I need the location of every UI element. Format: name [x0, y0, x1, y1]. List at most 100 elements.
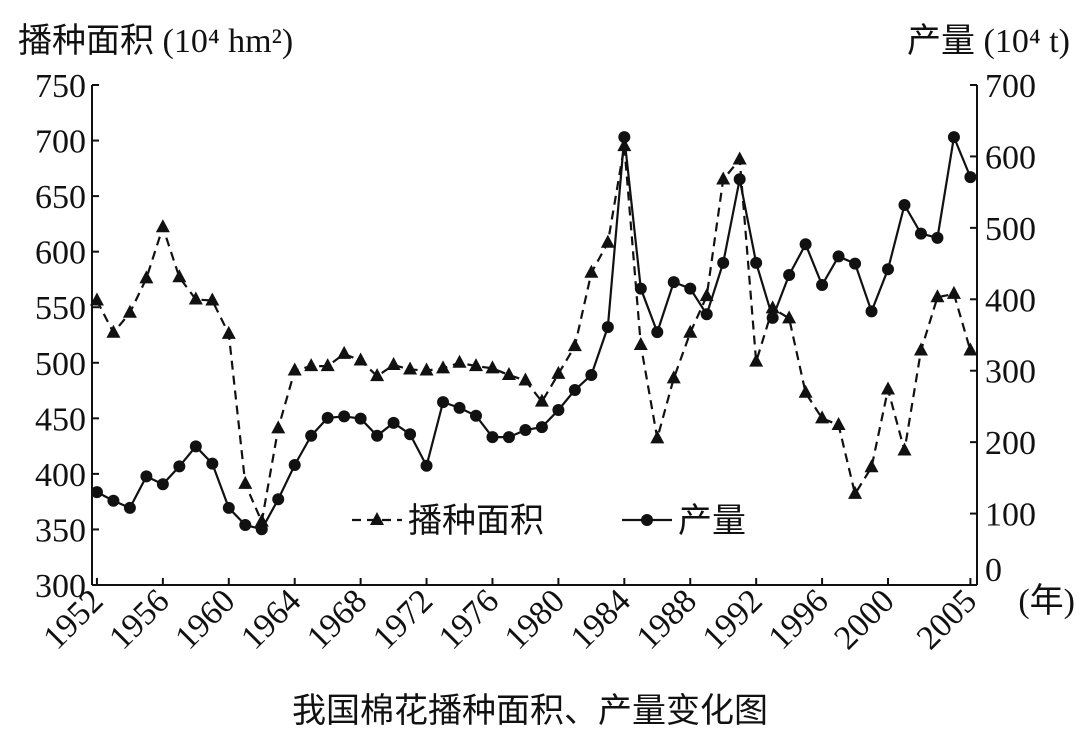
- circle-marker: [140, 470, 153, 483]
- triangle-marker: [271, 420, 286, 434]
- circle-marker: [651, 326, 664, 339]
- triangle-marker: [699, 288, 714, 302]
- triangle-marker: [600, 234, 615, 248]
- circle-marker: [964, 171, 977, 184]
- triangle-marker: [337, 345, 352, 359]
- triangle-marker: [172, 269, 187, 283]
- circle-marker: [634, 282, 647, 295]
- circle-marker: [107, 494, 120, 507]
- triangle-marker: [155, 219, 170, 233]
- triangle-marker: [304, 358, 319, 372]
- x-axis-title: (年): [1018, 582, 1075, 620]
- y2-tick-label: 0: [985, 552, 1002, 589]
- x-tick-label: 1960: [168, 582, 242, 656]
- circle-marker: [173, 460, 186, 473]
- triangle-marker: [370, 368, 385, 382]
- circle-marker: [898, 199, 911, 211]
- circle-marker: [338, 410, 351, 423]
- circle-marker: [816, 279, 829, 291]
- triangle-marker: [221, 325, 236, 339]
- triangle-marker: [650, 430, 665, 444]
- triangle-marker: [913, 342, 928, 356]
- triangle-marker: [534, 393, 549, 407]
- x-tick-label: 1984: [564, 582, 638, 656]
- circle-marker: [766, 311, 779, 324]
- y-tick-label: 350: [35, 512, 86, 549]
- circle-marker: [882, 263, 895, 276]
- circle-marker: [783, 269, 796, 281]
- x-tick-label: 1972: [366, 582, 440, 656]
- x-tick-label: 1980: [498, 582, 572, 656]
- triangle-marker: [831, 417, 846, 430]
- x-tick-label: 2000: [827, 582, 901, 656]
- triangle-marker: [320, 358, 335, 372]
- circle-marker: [206, 457, 219, 470]
- circle-marker: [502, 431, 515, 444]
- triangle-marker: [584, 264, 599, 278]
- x-tick-label: 1992: [696, 582, 770, 656]
- triangle-marker: [930, 289, 945, 303]
- circle-marker: [420, 459, 433, 472]
- circle-marker: [272, 493, 285, 506]
- triangle-marker: [501, 367, 516, 380]
- triangle-marker: [403, 361, 418, 375]
- circle-marker: [552, 404, 565, 416]
- triangle-marker: [897, 442, 912, 456]
- circle-marker: [305, 429, 318, 442]
- circle-marker: [354, 412, 367, 425]
- circle-marker: [321, 411, 334, 424]
- triangle-marker: [386, 357, 401, 370]
- x-tick-label: 1956: [102, 582, 176, 656]
- y2-tick-label: 700: [985, 68, 1036, 105]
- circle-marker: [947, 131, 960, 144]
- y-tick-label: 600: [35, 235, 86, 272]
- triangle-marker: [815, 410, 830, 424]
- x-tick-label: 1988: [630, 582, 704, 656]
- x-tick-label: 1964: [234, 582, 308, 656]
- circle-marker: [288, 459, 301, 471]
- legend-marker: [641, 514, 653, 526]
- chart-title: 我国棉花播种面积、产量变化图: [292, 692, 768, 730]
- circle-marker: [404, 428, 417, 441]
- circle-marker: [601, 321, 614, 334]
- legend-label: 播种面积: [408, 502, 544, 540]
- x-tick-label: 1996: [761, 582, 835, 656]
- triangle-marker: [798, 384, 813, 398]
- triangle-marker: [782, 310, 797, 324]
- circle-marker: [255, 523, 268, 536]
- y2-tick-label: 100: [985, 497, 1036, 534]
- triangle-marker: [551, 365, 566, 379]
- triangle-marker: [205, 292, 220, 306]
- circle-marker: [469, 409, 482, 422]
- triangle-marker: [518, 372, 533, 386]
- triangle-marker: [666, 370, 681, 384]
- triangle-marker: [238, 475, 253, 489]
- triangle-marker: [881, 381, 896, 395]
- circle-marker: [535, 421, 548, 434]
- circle-marker: [717, 256, 730, 269]
- triangle-marker: [287, 362, 302, 376]
- triangle-marker: [864, 459, 879, 473]
- circle-marker: [832, 250, 845, 263]
- circle-marker: [750, 256, 763, 269]
- triangle-marker: [89, 292, 104, 306]
- y-tick-label: 400: [35, 457, 86, 494]
- circle-marker: [914, 227, 927, 240]
- triangle-marker: [683, 324, 698, 338]
- triangle-marker: [732, 151, 747, 165]
- y-tick-label: 550: [35, 290, 86, 327]
- triangle-marker: [848, 485, 863, 499]
- circle-marker: [239, 519, 252, 531]
- triangle-marker: [122, 304, 137, 318]
- triangle-marker: [963, 342, 978, 356]
- circle-marker: [849, 257, 862, 270]
- y2-tick-label: 400: [985, 282, 1036, 319]
- circle-marker: [189, 440, 202, 453]
- triangle-marker: [106, 324, 121, 338]
- y-tick-label: 750: [35, 68, 86, 105]
- circle-marker: [453, 401, 466, 414]
- circle-marker: [123, 501, 136, 514]
- circle-marker: [568, 384, 581, 396]
- y-tick-label: 450: [35, 401, 86, 438]
- circle-marker: [684, 282, 697, 295]
